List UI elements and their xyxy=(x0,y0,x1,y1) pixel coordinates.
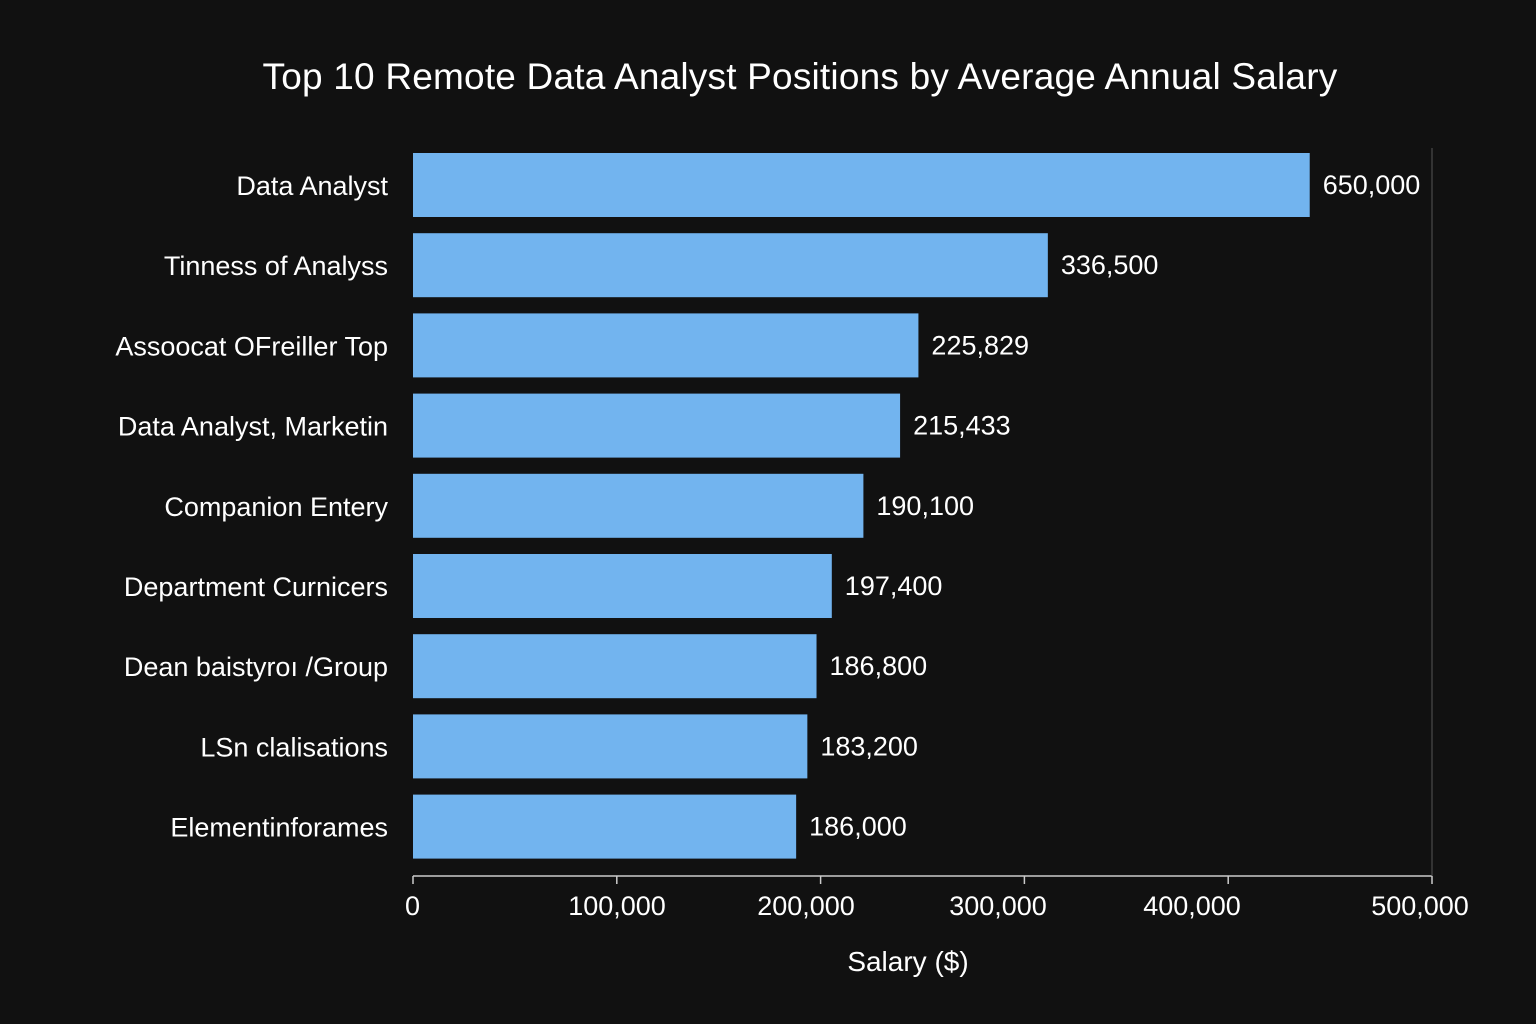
bar xyxy=(413,233,1048,298)
bar-value-label: 197,400 xyxy=(845,571,943,601)
x-tick-label: 500,000 xyxy=(1371,891,1469,921)
bar-value-label: 186,800 xyxy=(830,651,928,681)
bar-value-label: 650,000 xyxy=(1323,170,1421,200)
bar xyxy=(413,473,864,538)
category-label: Elementinforames xyxy=(170,813,388,843)
category-label: Companion Entery xyxy=(164,492,388,522)
bar-value-label: 336,500 xyxy=(1061,250,1159,280)
bar-value-label: 190,100 xyxy=(876,491,974,521)
bar-value-label: 183,200 xyxy=(820,731,918,761)
category-label: Tinness of Analyss xyxy=(164,251,388,281)
bar xyxy=(413,634,817,699)
x-tick-label: 100,000 xyxy=(568,891,666,921)
category-label: Dean baistyroı /Group xyxy=(124,652,388,682)
bar xyxy=(413,714,808,779)
category-labels-layer: Data Analyst Tinness of Analyss Assoocat O… xyxy=(115,171,388,843)
category-label: Assoocat OFreiller Top xyxy=(115,331,388,361)
x-tick-label: 400,000 xyxy=(1143,891,1241,921)
bar xyxy=(413,393,901,458)
bars-layer xyxy=(413,153,1310,859)
category-label: Department Curnicers xyxy=(124,572,388,602)
bar-value-label: 215,433 xyxy=(913,411,1011,441)
bar xyxy=(413,794,797,859)
x-tick-label: 0 xyxy=(405,891,420,921)
chart-title: Top 10 Remote Data Analyst Positions by … xyxy=(262,56,1338,97)
bar xyxy=(413,313,919,378)
bar xyxy=(413,554,832,618)
bar-value-label: 225,829 xyxy=(931,330,1029,360)
category-label: Data Analyst xyxy=(236,171,388,201)
bar-value-label: 186,000 xyxy=(809,812,907,842)
value-labels-layer: 650,000 336,500 225,829 215,433 190,100 197,4… xyxy=(809,170,1420,842)
x-tick-label: 300,000 xyxy=(949,891,1047,921)
x-axis: 0 100,000 200,000 300,000 400,000 500,000 xyxy=(405,148,1469,921)
category-label: LSn clalisations xyxy=(200,732,388,762)
x-axis-title: Salary ($) xyxy=(847,946,968,977)
bar xyxy=(413,153,1310,217)
category-label: Data Analyst, Marketin xyxy=(118,412,388,442)
x-tick-label: 200,000 xyxy=(757,891,855,921)
